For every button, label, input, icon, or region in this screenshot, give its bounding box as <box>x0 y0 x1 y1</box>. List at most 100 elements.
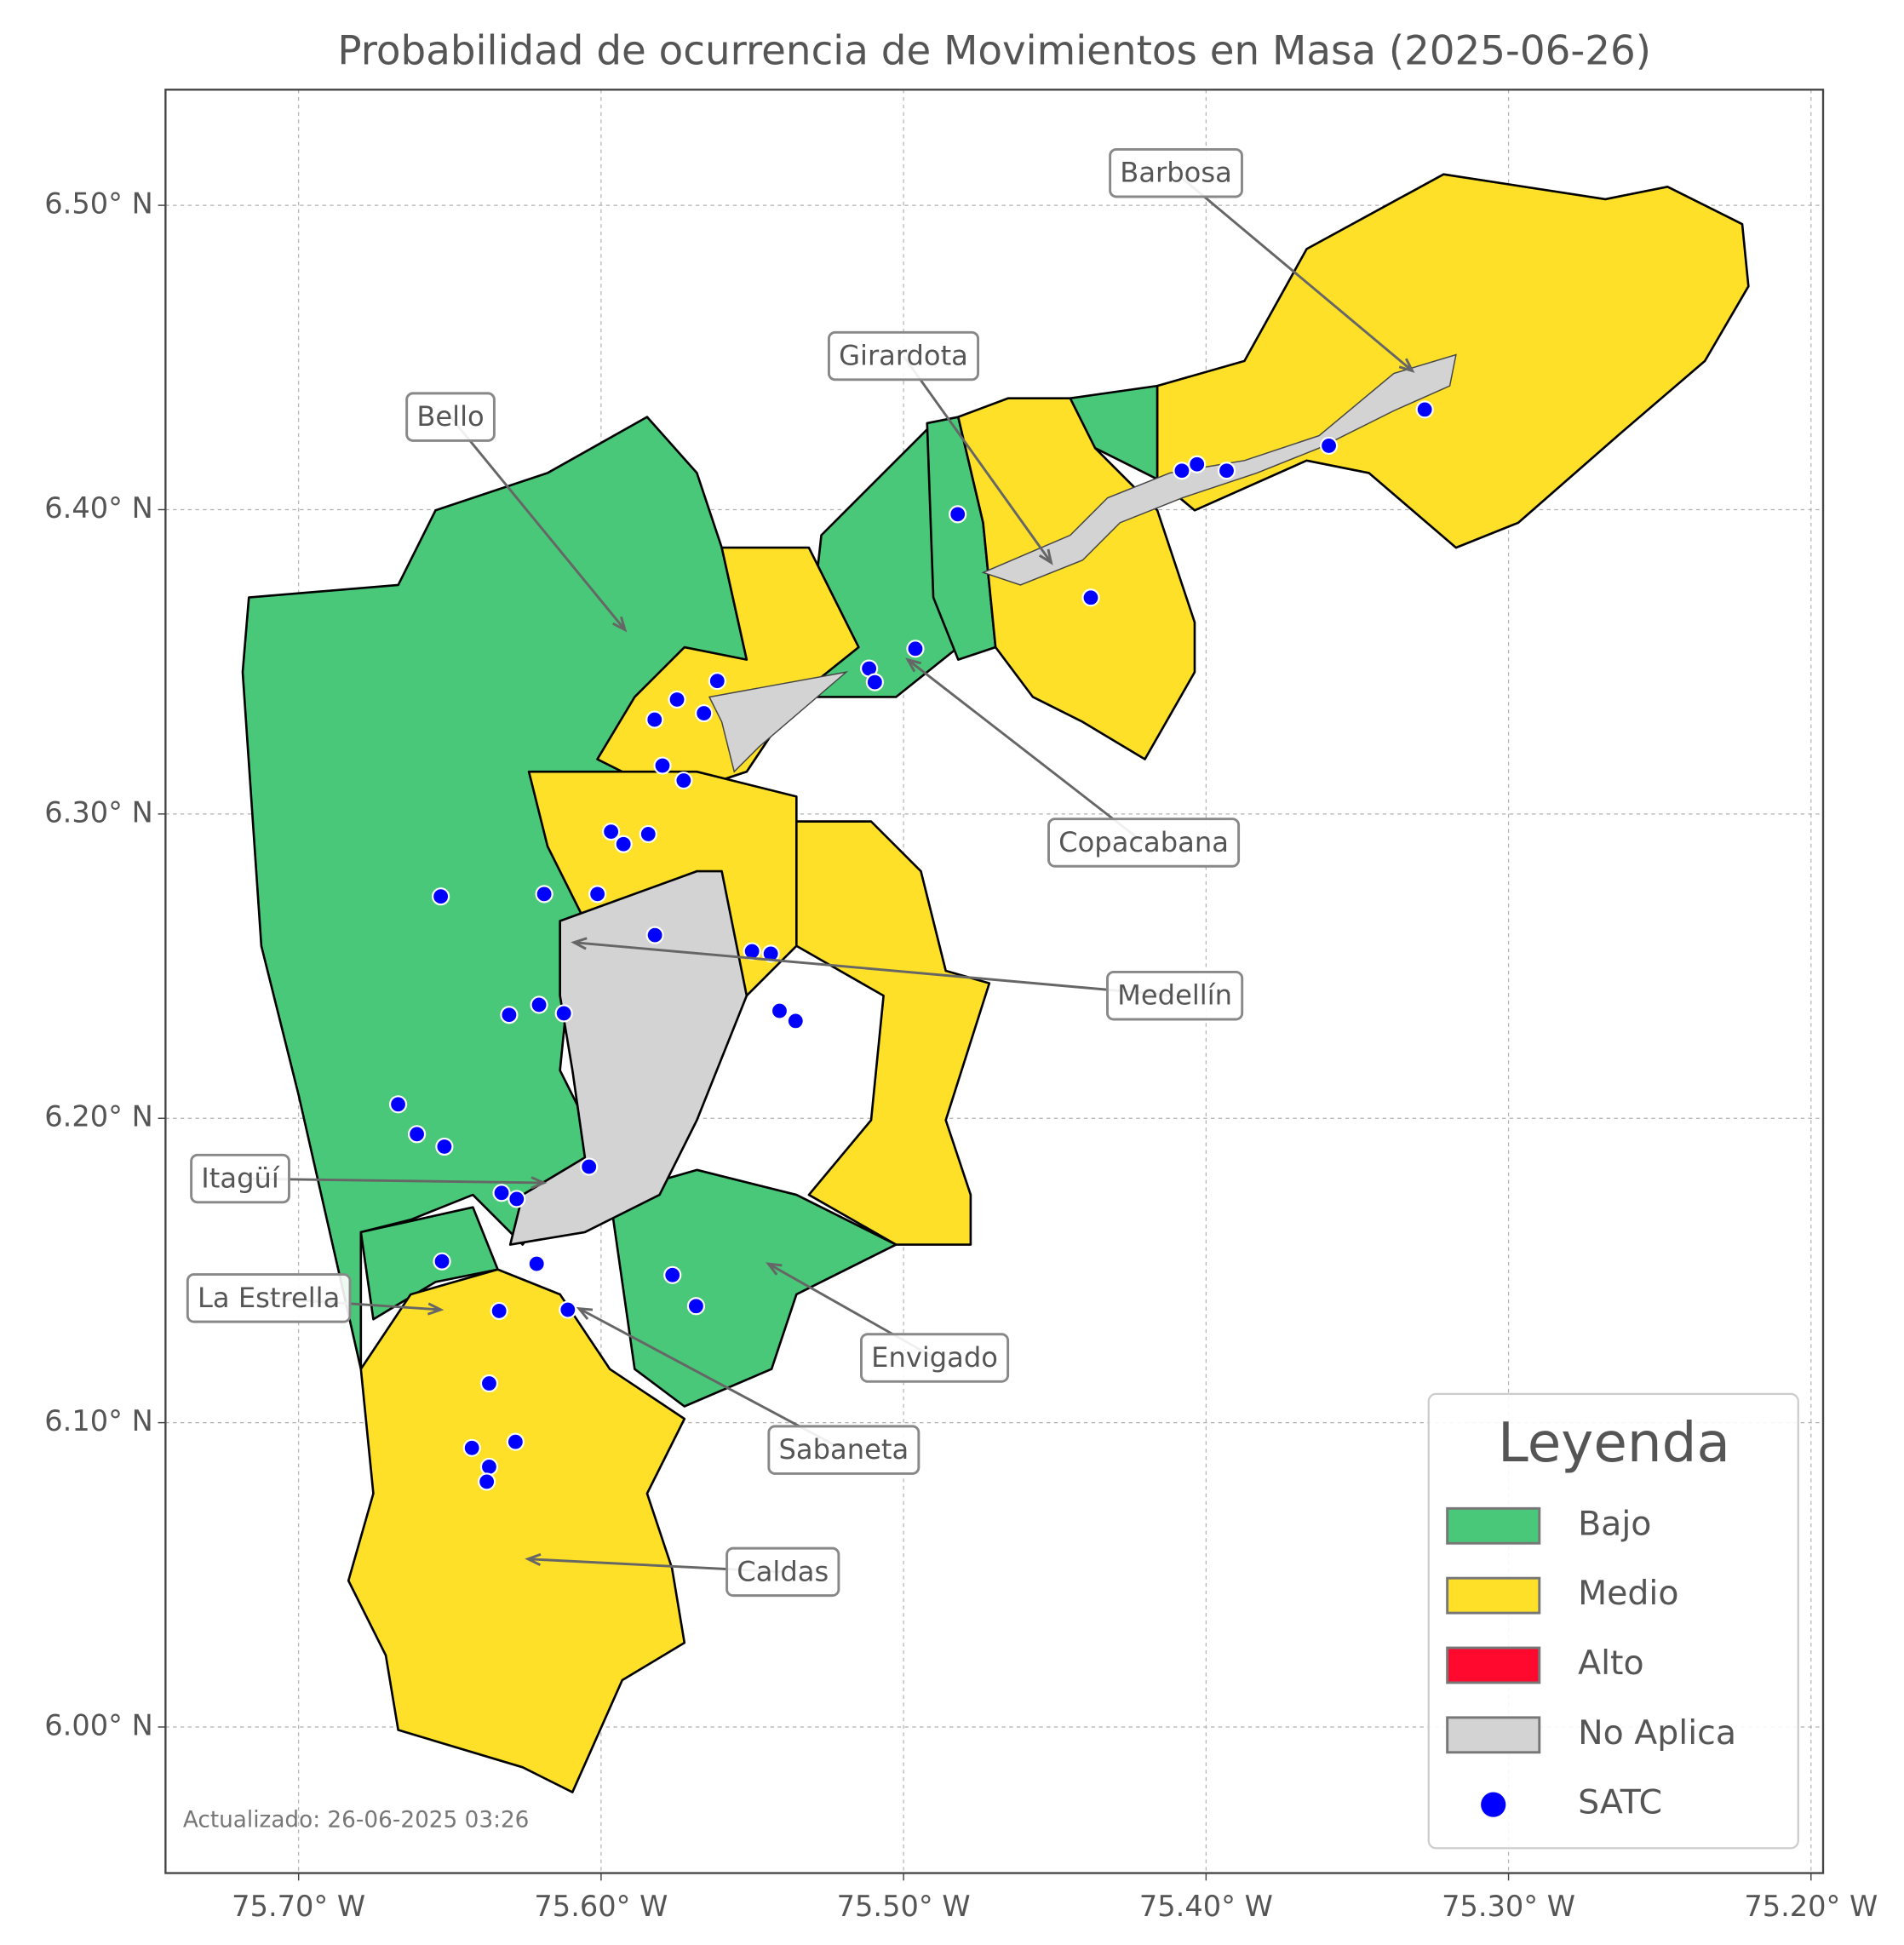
x-tick-label: 75.40° W <box>1139 1890 1273 1923</box>
region <box>795 820 991 1246</box>
map-title: Probabilidad de ocurrencia de Movimiento… <box>337 28 1651 74</box>
satc-point <box>668 690 686 709</box>
satc-point <box>1188 455 1207 473</box>
arrow-head <box>525 1552 542 1567</box>
y-tick-label: 6.30° N <box>44 795 152 829</box>
satc-point <box>492 1184 511 1202</box>
satc-point <box>462 1438 481 1457</box>
annotation-box <box>190 1153 290 1204</box>
x-tick-label: 75.20° W <box>1744 1890 1878 1923</box>
annotation-label: Barbosa <box>1120 157 1231 189</box>
legend-label: No Aplica <box>1578 1713 1736 1753</box>
arrow-head <box>766 1262 783 1276</box>
satc-point <box>949 505 967 524</box>
legend-label: SATC <box>1578 1783 1662 1822</box>
legend: Leyenda Bajo Medio Alto No Aplica SATC <box>1427 1392 1799 1850</box>
satc-point <box>645 926 664 944</box>
annotation-box <box>725 1546 840 1598</box>
annotation-box <box>405 392 496 442</box>
legend-swatch <box>1446 1506 1541 1545</box>
legend-swatch <box>1446 1646 1541 1684</box>
arrow-head <box>1039 548 1053 565</box>
annotation-label: Caldas <box>737 1555 829 1587</box>
satc-point <box>435 1137 454 1156</box>
satc-point <box>1217 462 1236 480</box>
annotation-label: Girardota <box>839 340 968 372</box>
satc-point <box>388 1095 408 1114</box>
annotation-label: Envigado <box>871 1341 998 1374</box>
region <box>508 869 748 1246</box>
satc-point <box>500 1006 519 1024</box>
annotation-arrow <box>907 658 1144 844</box>
ticks: 75.70° W 75.60° W 75.50° W 75.40° W 75.30° W… <box>44 187 1878 1923</box>
satc-point <box>695 703 714 723</box>
y-tick-label: 6.40° N <box>44 491 152 525</box>
satc-point <box>639 824 657 844</box>
annotation-arrow <box>902 355 1052 564</box>
satc-point <box>906 640 925 658</box>
satc-point <box>770 1001 789 1020</box>
satc-point <box>686 1297 706 1316</box>
satc-point <box>761 944 780 963</box>
arrow-head <box>571 937 588 950</box>
legend-swatch <box>1446 1576 1541 1615</box>
annotation-label: Copacabana <box>1058 826 1229 858</box>
annotation-label: Bello <box>416 400 484 433</box>
annotation-box <box>827 330 980 382</box>
annotation-label: Sabaneta <box>779 1433 909 1466</box>
satc-points <box>388 400 1434 1491</box>
y-tick-label: 6.50° N <box>44 187 152 221</box>
arrow-head <box>612 616 628 633</box>
satc-point <box>506 1432 525 1451</box>
region <box>347 1268 686 1793</box>
annotation-label: La Estrella <box>198 1282 340 1314</box>
legend-title: Leyenda <box>1498 1411 1730 1475</box>
satc-point <box>530 995 548 1014</box>
annotation-arrow <box>573 941 1175 997</box>
satc-point <box>1319 436 1339 456</box>
arrow-head <box>905 657 922 673</box>
satc-point <box>554 1004 573 1023</box>
legend-marker <box>1481 1792 1506 1817</box>
satc-point <box>645 710 664 729</box>
y-tick-label: 6.10° N <box>44 1404 152 1437</box>
annotations: Barbosa Girardota Bello Copacabana Medellín I… <box>186 147 1415 1598</box>
satc-point <box>535 885 553 904</box>
x-tick-label: 75.50° W <box>837 1890 971 1923</box>
satc-point <box>479 1457 499 1477</box>
satc-point <box>508 1190 526 1208</box>
legend-swatch <box>1446 1716 1541 1754</box>
region <box>608 1168 898 1408</box>
annotation-arrow <box>449 416 627 631</box>
satc-point <box>663 1265 682 1284</box>
legend-label: Bajo <box>1578 1504 1651 1543</box>
satc-point <box>865 673 884 691</box>
annotation-label: Medellín <box>1117 979 1232 1012</box>
legend-label: Medio <box>1578 1574 1678 1613</box>
satc-point <box>588 885 607 904</box>
satc-point <box>580 1157 599 1176</box>
legend-label: Alto <box>1578 1644 1644 1683</box>
satc-point <box>786 1012 805 1030</box>
arrow-head <box>427 1302 444 1316</box>
y-tick-label: 6.00° N <box>44 1709 152 1742</box>
satc-point <box>674 771 693 790</box>
plot-frame <box>164 89 1825 1874</box>
arrow-head <box>576 1306 594 1321</box>
satc-point <box>490 1301 508 1321</box>
annotation-box <box>1106 970 1244 1021</box>
satc-point <box>479 1374 499 1393</box>
annotation-box <box>186 1273 352 1323</box>
annotation-box <box>1047 818 1241 868</box>
x-tick-label: 75.70° W <box>232 1890 365 1923</box>
satc-point <box>708 672 726 691</box>
satc-point <box>602 822 621 841</box>
satc-point <box>1081 588 1100 607</box>
footnote: Actualizado: 26-06-2025 03:26 <box>183 1808 530 1833</box>
satc-point <box>407 1125 427 1144</box>
annotation-box <box>1109 147 1243 198</box>
satc-point <box>478 1472 496 1491</box>
satc-point <box>1415 400 1434 419</box>
